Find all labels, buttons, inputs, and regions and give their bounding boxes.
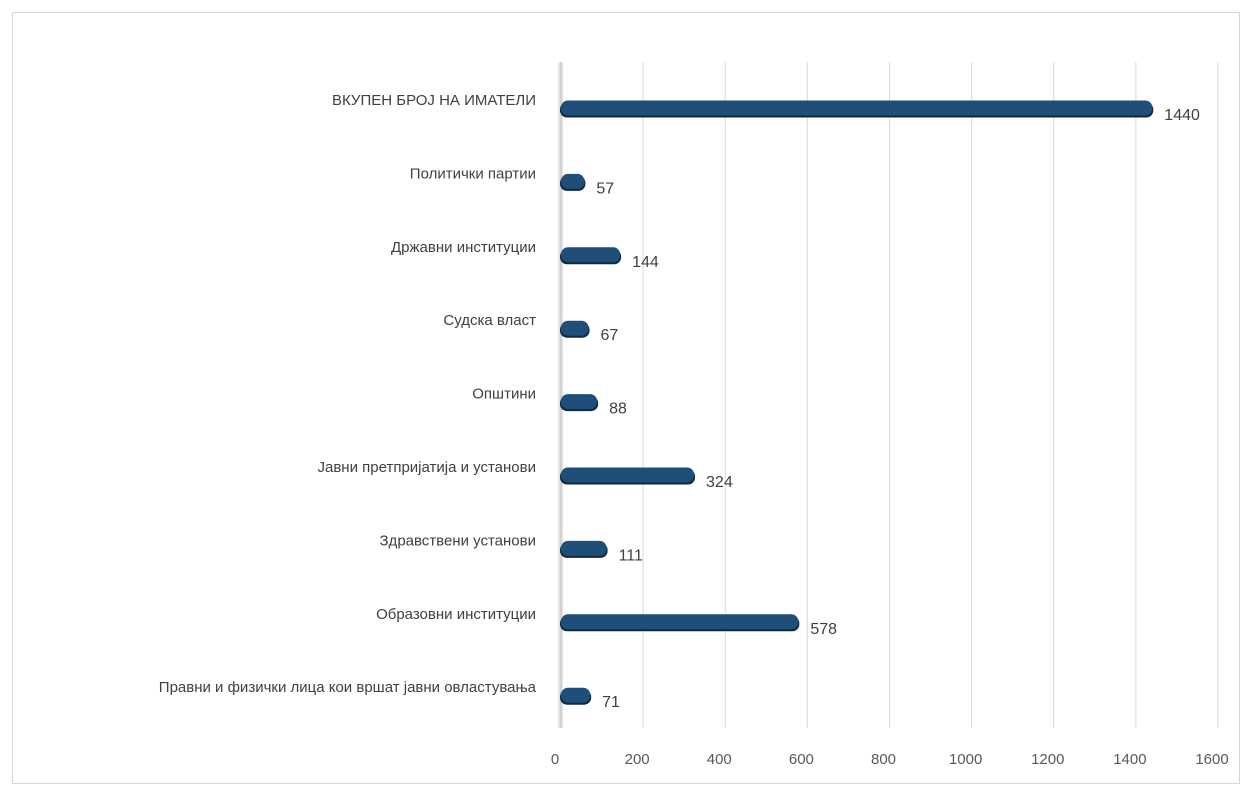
bar	[561, 614, 799, 630]
x-tick-label: 200	[625, 751, 650, 768]
data-label: 324	[706, 474, 733, 491]
bars	[560, 100, 1154, 705]
x-tick-label: 800	[871, 751, 896, 768]
data-label: 578	[810, 621, 837, 638]
bar	[561, 247, 621, 263]
x-tick-label: 1200	[1031, 751, 1064, 768]
category-label: Правни и физички лица кои вршат јавни ов…	[159, 679, 537, 696]
data-labels: 1440 57 144 67 88 324 111 578 71	[596, 107, 1200, 711]
bar	[561, 173, 585, 189]
data-label: 71	[602, 694, 620, 711]
category-label: Државни институции	[391, 239, 536, 256]
bar	[561, 467, 695, 483]
bar	[561, 320, 589, 336]
category-label: Јавни претпријатија и установи	[318, 459, 537, 476]
x-tick-label: 1000	[949, 751, 982, 768]
data-label: 67	[601, 327, 619, 344]
data-label: 88	[609, 401, 627, 418]
x-tick-labels: 0 200 400 600 800 1000 1200 1400 1600	[551, 751, 1229, 768]
x-tick-label: 0	[551, 751, 559, 768]
bar	[561, 540, 607, 556]
category-label: Општини	[472, 386, 536, 403]
category-label: Судска власт	[443, 312, 536, 329]
bar	[561, 100, 1153, 116]
x-tick-label: 1600	[1195, 751, 1228, 768]
data-label: 57	[596, 180, 614, 197]
bar	[561, 687, 591, 703]
data-label: 144	[632, 254, 659, 271]
category-label: Образовни институции	[376, 606, 536, 623]
bar	[561, 394, 598, 410]
data-label: 1440	[1164, 107, 1200, 124]
category-labels: ВКУПЕН БРОЈ НА ИМАТЕЛИ Политички партии Др…	[159, 92, 537, 696]
data-label: 111	[619, 547, 643, 564]
x-tick-label: 1400	[1113, 751, 1146, 768]
x-tick-label: 600	[789, 751, 814, 768]
y-axis	[558, 62, 563, 728]
x-tick-label: 400	[707, 751, 732, 768]
chart-frame	[12, 12, 1240, 784]
category-label: Политички партии	[410, 165, 536, 182]
category-label: ВКУПЕН БРОЈ НА ИМАТЕЛИ	[332, 92, 536, 109]
category-label: Здравствени установи	[380, 532, 537, 549]
